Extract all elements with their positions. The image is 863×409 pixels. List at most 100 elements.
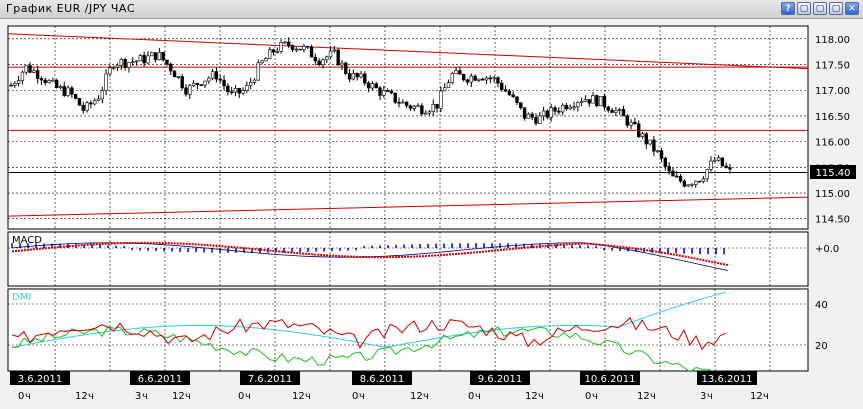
macd-signal-line xyxy=(11,241,729,267)
candle-body xyxy=(62,86,66,96)
candle-body xyxy=(545,110,550,118)
candle-body xyxy=(165,59,169,65)
candle-body xyxy=(203,80,207,86)
candle-body xyxy=(640,133,645,138)
candle-body xyxy=(119,58,124,66)
candle-body xyxy=(146,55,150,64)
date-label-bg xyxy=(697,371,757,385)
date-label: 3.6.2011 xyxy=(18,374,63,385)
candle-body xyxy=(572,106,576,109)
candle-body xyxy=(701,178,706,182)
hour-label: 12 xyxy=(172,391,185,402)
candle-body xyxy=(393,92,397,103)
price-ylabel: 117.00 xyxy=(815,86,850,97)
candle-body xyxy=(229,91,234,94)
candle-body xyxy=(180,76,184,89)
candle-body xyxy=(389,90,394,94)
candle-body xyxy=(549,107,553,118)
candle-body xyxy=(39,78,44,81)
candle-body xyxy=(423,112,428,115)
candle-body xyxy=(245,85,249,91)
date-label: 13.6.2011 xyxy=(702,374,753,385)
candle-body xyxy=(35,70,40,79)
hour-suffix: ч xyxy=(305,391,311,402)
candle-body xyxy=(636,123,641,138)
chart-frame: 118.00117.50117.00116.50116.00115.50115.… xyxy=(0,19,863,409)
candle-body xyxy=(595,95,599,107)
candle-body xyxy=(226,85,230,93)
candle-body xyxy=(104,73,108,91)
candle-body xyxy=(431,104,435,112)
candle-body xyxy=(694,180,698,185)
candle-body xyxy=(85,102,89,111)
candle-body xyxy=(408,105,413,109)
chart-svg[interactable]: 118.00117.50117.00116.50116.00115.50115.… xyxy=(0,19,863,409)
hour-label: 12 xyxy=(525,391,538,402)
candle-body xyxy=(500,82,504,90)
candle-body xyxy=(435,104,439,109)
candle-body xyxy=(442,87,447,92)
window-title: График EUR /JPY ЧАС xyxy=(6,2,136,15)
candle-body xyxy=(427,111,432,114)
candle-body xyxy=(264,58,268,62)
macd-label: MACD xyxy=(12,235,42,246)
candle-body xyxy=(184,87,188,95)
close-button[interactable]: ✕ xyxy=(845,2,859,15)
hour-label: 3 xyxy=(135,391,141,402)
date-label-bg xyxy=(352,371,412,385)
dmi-panel[interactable] xyxy=(7,288,809,372)
candle-body xyxy=(363,73,367,84)
candle-body xyxy=(267,49,272,59)
candle-body xyxy=(401,101,405,104)
restore-button[interactable]: ▢ xyxy=(797,2,811,15)
price-panel[interactable] xyxy=(7,25,809,230)
candle-body xyxy=(663,157,668,167)
candle-body xyxy=(530,113,534,118)
candle-body xyxy=(633,121,637,125)
candle-body xyxy=(150,52,154,57)
candle-body xyxy=(43,79,47,83)
candle-body xyxy=(271,49,276,53)
candle-body xyxy=(13,83,17,86)
candle-body xyxy=(321,59,325,66)
candle-body xyxy=(450,73,454,83)
candle-body xyxy=(134,60,139,63)
dmi-minus-line xyxy=(11,317,727,350)
candle-body xyxy=(583,99,588,102)
dmi-plus-line xyxy=(11,326,727,375)
candle-body xyxy=(123,58,127,68)
candle-body xyxy=(336,49,340,66)
hour-suffix: ч xyxy=(650,391,656,402)
hour-label: 0 xyxy=(585,391,591,402)
candle-body xyxy=(416,105,420,108)
candle-body xyxy=(378,87,382,96)
candle-body xyxy=(560,104,565,113)
candle-body xyxy=(412,105,416,109)
price-ylabel: 117.50 xyxy=(815,61,850,72)
candle-body xyxy=(656,150,660,153)
candle-body xyxy=(385,90,390,92)
candle-body xyxy=(359,73,363,78)
candle-body xyxy=(66,87,70,96)
candle-body xyxy=(541,110,546,117)
candle-body xyxy=(458,70,462,75)
window-titlebar: График EUR /JPY ЧАС ? ▢ ▢ ▢ ✕ xyxy=(0,0,863,19)
candle-body xyxy=(538,115,542,124)
candle-body xyxy=(351,72,356,80)
minimize-button[interactable]: ▢ xyxy=(813,2,827,15)
candle-body xyxy=(366,82,371,89)
window-buttons: ? ▢ ▢ ▢ ✕ xyxy=(781,2,859,15)
candle-body xyxy=(682,180,687,187)
candle-body xyxy=(328,50,333,58)
maximize-button[interactable]: ▢ xyxy=(829,2,843,15)
candle-body xyxy=(481,78,485,81)
candle-body xyxy=(20,71,25,81)
hour-suffix: ч xyxy=(763,391,769,402)
help-button[interactable]: ? xyxy=(781,2,795,15)
candle-body xyxy=(290,45,295,50)
macd-panel[interactable] xyxy=(7,231,809,287)
candle-body xyxy=(24,65,28,73)
grid-lines xyxy=(8,26,808,371)
candle-body xyxy=(526,113,531,119)
candle-body xyxy=(606,106,610,111)
